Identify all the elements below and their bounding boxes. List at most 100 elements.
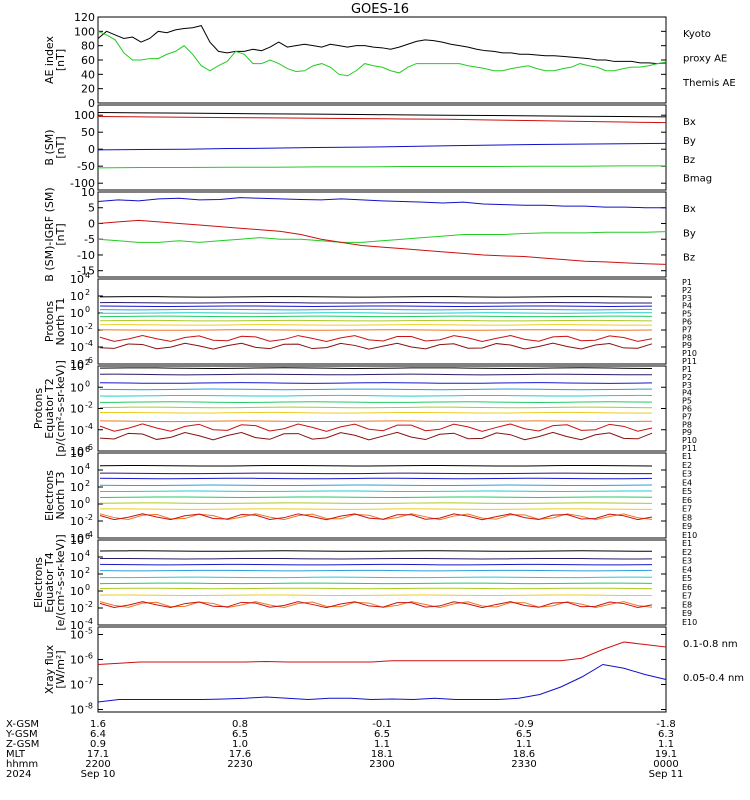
y-tick-label: -15 xyxy=(77,265,95,278)
series-line-P11 xyxy=(99,342,653,350)
y-tick-exponent: -4 xyxy=(85,422,93,431)
y-tick-label: 0 xyxy=(88,97,95,110)
legend-item: E7 xyxy=(682,592,692,601)
legend-item: P11 xyxy=(682,444,697,453)
x-axis-tick-value: 6.4 xyxy=(90,729,106,740)
series-line-by xyxy=(97,165,666,169)
legend-item: E9 xyxy=(682,609,692,618)
x-axis-tick-value: 0.8 xyxy=(232,719,248,730)
x-axis-tick-value: 2230 xyxy=(227,759,252,770)
y-tick-label: 10 xyxy=(70,532,84,545)
y-axis-label: [p/(cm²-s-sr-keV)] xyxy=(54,360,67,457)
y-tick-label: 10 xyxy=(70,307,84,320)
x-axis-tick-value: 0000 xyxy=(653,759,678,770)
series-line-bmag xyxy=(97,111,667,118)
series-line-P3 xyxy=(99,305,653,307)
legend-item: Bmag xyxy=(683,174,712,185)
series-line-E8 xyxy=(99,594,653,597)
legend-item: E3 xyxy=(682,557,692,566)
y-tick-exponent: 0 xyxy=(85,583,90,592)
y-tick-exponent: 0 xyxy=(85,379,90,388)
y-tick-label: 10 xyxy=(70,602,84,615)
y-tick-label: 10 xyxy=(70,551,84,564)
y-tick-label: 10 xyxy=(70,424,84,437)
y-tick-label: 20 xyxy=(81,83,95,96)
x-axis-row-label: 2024 xyxy=(6,769,31,780)
y-tick-exponent: 4 xyxy=(85,549,90,558)
y-tick-label: 10 xyxy=(70,534,84,547)
legend-item: E4 xyxy=(682,565,692,574)
x-axis-tick-value: 0.9 xyxy=(90,739,106,750)
series-line-P11 xyxy=(99,431,653,441)
legend-item: E6 xyxy=(682,496,692,505)
series-line-bx xyxy=(97,142,667,151)
y-axis-label: AE index xyxy=(43,35,56,84)
y-axis-label: [nT] xyxy=(54,223,67,245)
series-line-E9 xyxy=(99,513,653,521)
x-axis-row-label: MLT xyxy=(6,749,26,760)
y-tick-label: 10 xyxy=(70,381,84,394)
x-axis-tick-value: 1.1 xyxy=(516,739,532,750)
series-line-P1 xyxy=(99,296,653,298)
y-tick-exponent: -4 xyxy=(85,339,93,348)
x-axis-tick-value: 1.0 xyxy=(232,739,248,750)
legend-item: proxy AE xyxy=(683,54,727,65)
legend-item: 0.1-0.8 nm xyxy=(683,639,738,650)
series-line-P5 xyxy=(99,312,653,314)
legend-item: P6 xyxy=(682,318,692,327)
y-tick-label: 10 xyxy=(81,186,95,199)
series-line-E5 xyxy=(99,490,653,493)
y-tick-exponent: -6 xyxy=(85,356,93,365)
series-line-P8 xyxy=(99,411,653,414)
series-line-P6 xyxy=(99,401,653,403)
series-line-themis-ae xyxy=(97,25,667,65)
y-axis-label: B (SM)-IGRF (SM) xyxy=(43,187,56,281)
series-line-P4 xyxy=(99,308,653,311)
panel-frame xyxy=(97,626,667,713)
x-axis-row-label: Z-GSM xyxy=(6,739,39,750)
x-axis-row-label: hhmm xyxy=(6,759,38,770)
legend-item: P8 xyxy=(682,420,692,429)
legend-item: P2 xyxy=(682,373,692,382)
legend-item: P2 xyxy=(682,286,692,295)
legend-item: Themis AE xyxy=(682,78,736,89)
x-axis-tick-value: 6.5 xyxy=(516,729,532,740)
y-axis-label: Protons xyxy=(43,301,56,342)
series-line-E5 xyxy=(99,576,653,579)
x-axis-row-label: Y-GSM xyxy=(5,729,38,740)
legend-item: E10 xyxy=(682,531,697,540)
x-axis-tick-value: -0.9 xyxy=(514,719,534,730)
panel-frame xyxy=(97,365,667,452)
y-tick-label: 10 xyxy=(70,403,84,416)
y-axis-label: Electrons xyxy=(32,557,45,608)
legend-item: P8 xyxy=(682,333,692,342)
panel-frame xyxy=(97,278,667,365)
x-axis-tick-value: 1.6 xyxy=(90,719,106,730)
x-axis-tick-value: 6.5 xyxy=(374,729,390,740)
x-axis-tick-value: 17.1 xyxy=(87,749,109,760)
y-tick-label: 10 xyxy=(70,273,84,286)
legend-item: E2 xyxy=(682,461,692,470)
chart-title: GOES-16 xyxy=(351,2,409,17)
y-axis-label: North T3 xyxy=(54,472,67,520)
y-tick-label: 10 xyxy=(70,585,84,598)
legend-item: By xyxy=(683,228,696,239)
y-axis-label: Equator T4 xyxy=(43,552,56,612)
legend-item: E8 xyxy=(682,600,692,609)
y-tick-exponent: -4 xyxy=(85,530,93,539)
legend-item: E8 xyxy=(682,513,692,522)
legend-item: Kyoto xyxy=(683,29,711,40)
y-tick-label: 40 xyxy=(81,68,95,81)
panel-frame xyxy=(97,104,667,191)
series-line-E4 xyxy=(99,484,653,487)
y-tick-label: 10 xyxy=(70,447,84,460)
legend-item: Bx xyxy=(683,204,696,215)
series-line-E7 xyxy=(99,502,653,504)
legend-item: E7 xyxy=(682,505,692,514)
series-line-bx xyxy=(97,197,666,209)
legend-item: P5 xyxy=(682,310,692,319)
y-tick-label: 0 xyxy=(88,143,95,156)
y-tick-label: 10 xyxy=(70,341,84,354)
panel-frame xyxy=(97,191,667,278)
